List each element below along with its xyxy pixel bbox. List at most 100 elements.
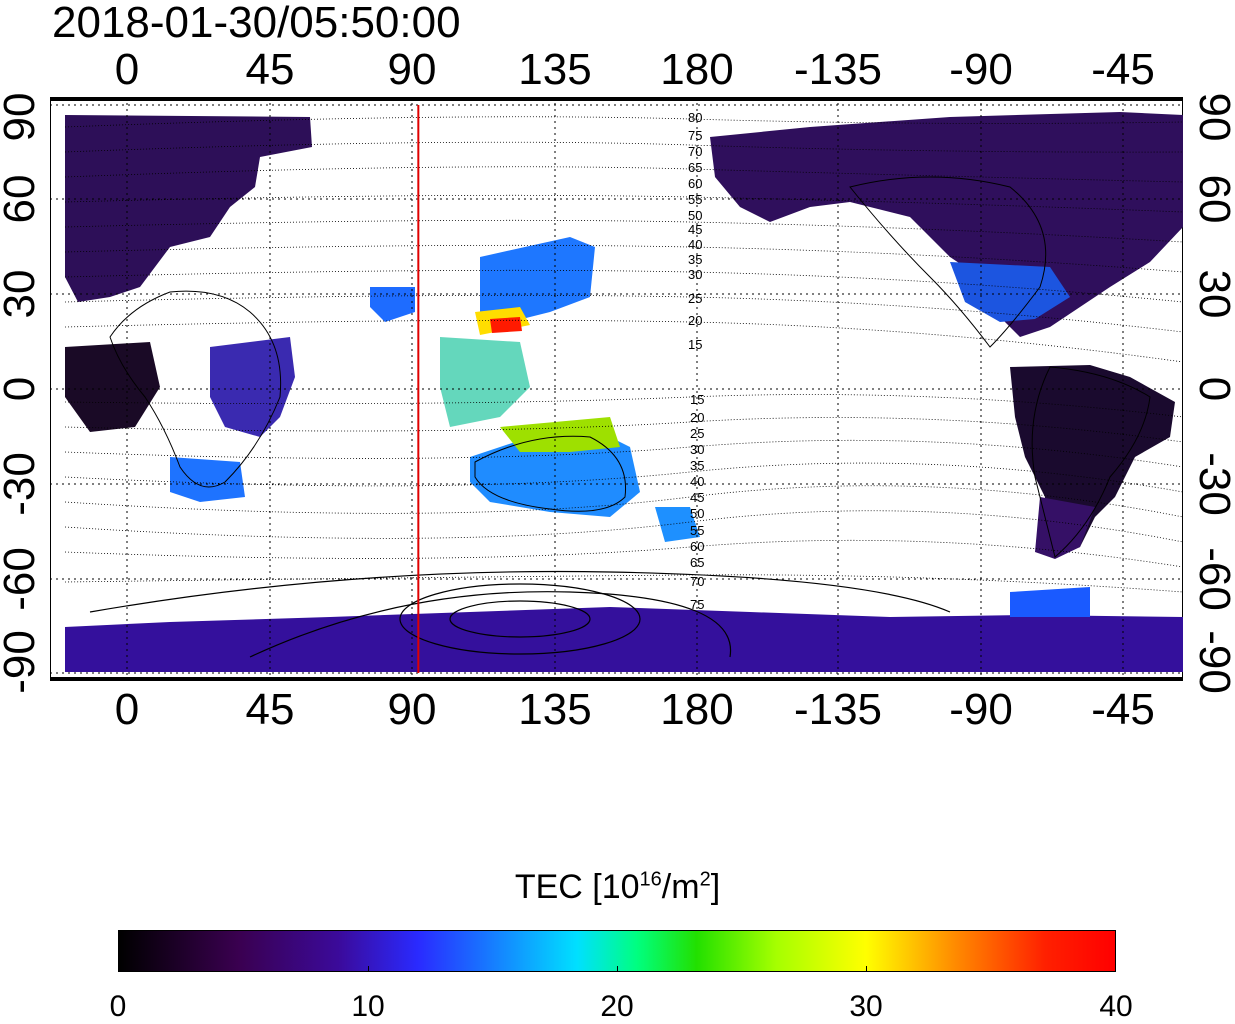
colorbar-tick-mark (617, 966, 618, 972)
contour-label: 30 (690, 442, 704, 457)
contour-label: 25 (688, 291, 702, 306)
lon-tick-bottom: -135 (793, 685, 883, 734)
contour-label: 20 (688, 313, 702, 328)
contour-label: 65 (690, 555, 704, 570)
contour-line (64, 485, 1183, 518)
lon-tick-top: -135 (793, 45, 883, 94)
timestamp-title: 2018-01-30/05:50:00 (52, 0, 461, 47)
tec-data-regions (65, 112, 1183, 672)
tec-region-south-africa (170, 457, 245, 502)
contour-label: 60 (690, 539, 704, 554)
lat-tick-right: 0 (1190, 376, 1235, 402)
contour-label: 55 (688, 192, 702, 207)
contour-label: 25 (690, 426, 704, 441)
colorbar-title-end: ] (710, 868, 721, 906)
lat-tick-left: 0 (0, 339, 44, 439)
contour-label: 40 (688, 237, 702, 252)
tec-region-east-asia (480, 237, 595, 322)
contour-line (64, 439, 1183, 468)
contour-label: 70 (690, 574, 704, 589)
map-frame-band-bottom (50, 677, 1183, 681)
contour-ellipse (399, 583, 641, 655)
contour-label: 80 (688, 110, 702, 125)
colorbar-title-exponent: 16 (639, 868, 662, 891)
contour-label: 35 (688, 252, 702, 267)
colorbar-tick-label: 40 (1099, 990, 1133, 1023)
contour-label: 15 (688, 337, 702, 352)
contour-label: 70 (688, 144, 702, 159)
contour-line (64, 269, 1183, 303)
lon-tick-bottom: -45 (1091, 685, 1155, 734)
contour-label: 30 (688, 267, 702, 282)
contour-label: 50 (690, 506, 704, 521)
lon-tick-top: 135 (518, 45, 592, 94)
lon-tick-bottom: 90 (387, 685, 437, 734)
contour-line (64, 116, 1183, 128)
contour-line (64, 510, 1183, 543)
tec-region-eurasia-north (65, 115, 312, 302)
contour-line (64, 194, 1183, 213)
contour-line (64, 417, 1183, 443)
lon-tick-bottom: -90 (949, 685, 1013, 734)
coastline (849, 176, 1047, 348)
contour-label: 45 (690, 490, 704, 505)
coastline (109, 290, 282, 488)
coastlines (109, 176, 1151, 558)
coastline (474, 435, 627, 512)
contour-label: 15 (690, 392, 704, 407)
contour-line (64, 574, 1183, 593)
lat-tick-right: -30 (1190, 452, 1235, 516)
contour-line (64, 294, 1183, 333)
contour-label: 40 (690, 474, 704, 489)
colorbar-tick-label: 30 (849, 990, 883, 1023)
contour-label: 65 (688, 160, 702, 175)
contour-label: 75 (690, 597, 704, 612)
tec-region-antarctica (65, 607, 1183, 672)
colorbar-title-unit-exponent: 2 (699, 868, 711, 891)
tec-region-india (370, 287, 415, 322)
lon-tick-bottom: 180 (660, 685, 734, 734)
lat-tick-right: -90 (1190, 630, 1235, 694)
contour-line (64, 319, 1183, 363)
contour-line (89, 570, 951, 613)
colorbar-title: TEC [1016/m2] (0, 868, 1235, 907)
tec-region-n-australia (500, 417, 620, 452)
tec-region-north-america (710, 112, 1183, 337)
map-frame-band-top (50, 97, 1183, 101)
magnetic-contours (64, 116, 1183, 593)
contour-ellipse (449, 600, 591, 638)
lat-tick-right: 30 (1190, 269, 1235, 319)
tec-region-usa-east (950, 262, 1070, 322)
lat-tick-left: -30 (0, 452, 44, 516)
colorbar-tick-label: 20 (600, 990, 634, 1023)
contour-line (64, 219, 1183, 243)
graticule (50, 97, 1183, 681)
tec-region-southern-ocean (1010, 587, 1090, 617)
contour-label: 35 (690, 458, 704, 473)
tec-region-hotspot (490, 317, 522, 333)
colorbar-tick-mark (866, 966, 867, 972)
colorbar-title-text: TEC [10 (514, 868, 640, 906)
contour-label: 20 (690, 410, 704, 425)
contour-label: 45 (688, 222, 702, 237)
lon-tick-top: -90 (949, 45, 1013, 94)
contour-labels-south: 15 20 25 30 35 40 45 50 55 60 65 70 75 (690, 392, 704, 612)
contour-label: 60 (688, 176, 702, 191)
colorbar-gradient (118, 930, 1116, 972)
colorbar-tick-mark (368, 966, 369, 972)
south-magnetic-contours (89, 570, 951, 658)
contour-label: 75 (688, 128, 702, 143)
coastline (1031, 366, 1151, 558)
lon-tick-bottom: 0 (114, 685, 140, 734)
lat-tick-left: -90 (0, 630, 44, 694)
lon-tick-top: 180 (660, 45, 734, 94)
contour-line (64, 394, 1183, 418)
contour-label: 55 (690, 523, 704, 538)
colorbar-tick-label: 0 (109, 990, 127, 1023)
tec-map: 80 75 70 65 60 55 50 45 40 35 30 25 20 1… (50, 97, 1183, 681)
lon-tick-top: 45 (245, 45, 295, 94)
contour-label: 50 (688, 208, 702, 223)
lat-tick-left: 60 (0, 174, 44, 224)
lon-tick-bottom: 135 (518, 685, 592, 734)
lon-tick-top: -45 (1091, 45, 1155, 94)
